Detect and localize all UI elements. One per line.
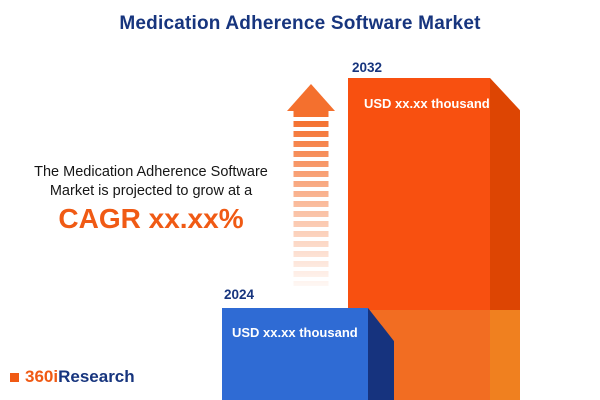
cagr-text: CAGR xx.xx% [58,203,244,234]
description-line1: The Medication Adherence Software [34,164,268,180]
arrow-head-icon [287,84,335,111]
description-line2: Market is projected to grow at a [49,183,253,200]
bar-2024-value-label: USD xx.xx thousand [232,325,358,340]
arrow-fade-overlay [293,111,329,286]
brand-square-icon [10,372,19,382]
brand-name-prefix: 360i [25,367,59,386]
arrow-shaft-stripes [293,111,329,286]
brand-logo: 360i Research [10,367,135,387]
bar-year-label-2032: 2032 [352,60,383,75]
bar-2032-value-label: USD xx.xx thousand [364,96,490,111]
bar-year-label-2024: 2024 [224,287,255,302]
growth-arrow-icon [287,84,335,286]
page-title: Medication Adherence Software Market [119,13,481,34]
bar-2024: USD xx.xx thousand [222,308,368,400]
brand-name-suffix: Research [58,367,135,386]
bar-2032-side-face [490,78,520,400]
market-description: The Medication Adherence Software Market… [12,163,290,201]
